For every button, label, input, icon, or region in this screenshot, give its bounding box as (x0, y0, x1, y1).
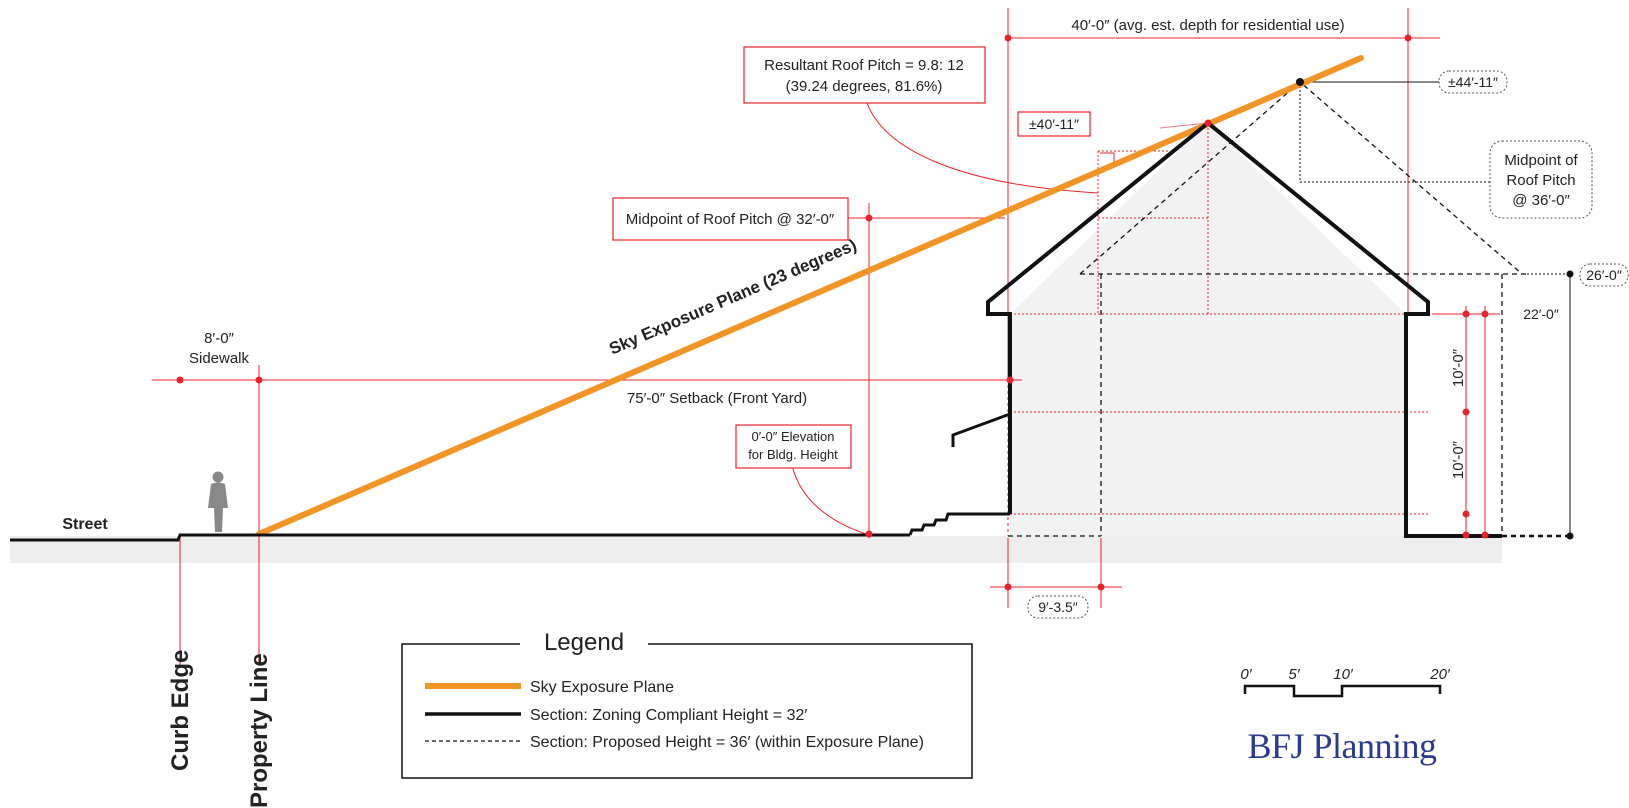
sky-exposure-plane-line (256, 55, 1364, 537)
legend-item-compliant: Section: Zoning Compliant Height = 32′ (530, 707, 807, 724)
midpoint-36-line3: @ 36′-0″ (1512, 192, 1570, 209)
pedestrian-icon (208, 471, 228, 532)
elevation-box (735, 424, 852, 469)
proposed-section-dotted (1299, 81, 1571, 536)
scale-bar: 0′ 5′ 10′ 20′ (1240, 666, 1451, 698)
midpoint-32-label: Midpoint of Roof Pitch @ 32′-0″ (626, 211, 835, 228)
height-22-label: 22′-0″ (1523, 306, 1559, 322)
height-44-badge (1438, 70, 1508, 94)
street-label: Street (62, 516, 108, 533)
compliant-section-outline (986, 120, 1502, 538)
ground-fill (10, 536, 1502, 563)
story-lower-label: 10′-0″ (1450, 440, 1467, 479)
midpoint-36-line1: Midpoint of (1504, 152, 1578, 169)
legend: Legend Sky Exposure Plane Section: Zonin… (401, 629, 973, 779)
setback-label: 75′-0″ Setback (Front Yard) (627, 390, 807, 407)
height-40-label: ±40′-11″ (1029, 116, 1079, 132)
roof-pitch-box (743, 46, 986, 104)
roof-pitch-line1: Resultant Roof Pitch = 9.8: 12 (764, 57, 964, 74)
legend-title: Legend (544, 629, 624, 656)
roof-pitch-line2: (39.24 degrees, 81.6%) (786, 78, 943, 95)
legend-item-proposed: Section: Proposed Height = 36′ (within E… (530, 734, 924, 751)
height-44-label: ±44′-11″ (1448, 74, 1498, 90)
scale-tick-10: 10′ (1333, 666, 1354, 683)
height-26-badge (1579, 263, 1629, 287)
scale-tick-5: 5′ (1288, 666, 1300, 683)
scale-tick-0: 0′ (1240, 666, 1252, 683)
scale-tick-20: 20′ (1429, 666, 1451, 683)
elevation-line2: for Bldg. Height (748, 447, 838, 462)
sky-plane-label: Sky Exposure Plane (23 degrees) (606, 235, 859, 358)
top-depth-label: 40′-0″ (avg. est. depth for residential … (1071, 17, 1344, 34)
midpoint-36-box (1489, 140, 1593, 219)
story-upper-label: 10′-0″ (1450, 348, 1467, 387)
offset-dim-label: 9′-3.5″ (1038, 599, 1078, 615)
building-fill (1010, 123, 1406, 536)
sidewalk-dim-label: 8′-0″ (204, 330, 234, 347)
midpoint-32-box (612, 197, 849, 241)
brand-logo: BFJ Planning (1247, 726, 1437, 766)
sidewalk-label: Sidewalk (189, 350, 250, 367)
elevation-line1: 0′-0″ Elevation (752, 429, 835, 444)
property-line-label: Property Line (246, 653, 273, 808)
height-26-label: 26′-0″ (1586, 267, 1622, 283)
ground-line (10, 533, 910, 542)
curb-edge-label: Curb Edge (167, 650, 194, 771)
midpoint-36-line2: Roof Pitch (1506, 172, 1575, 189)
height-40-box (1017, 111, 1091, 137)
offset-dim-badge (1027, 595, 1089, 619)
dimension-points (176, 34, 1574, 591)
porch-roof (951, 412, 1011, 447)
legend-item-sky-plane: Sky Exposure Plane (530, 679, 674, 696)
front-steps (908, 512, 1010, 536)
